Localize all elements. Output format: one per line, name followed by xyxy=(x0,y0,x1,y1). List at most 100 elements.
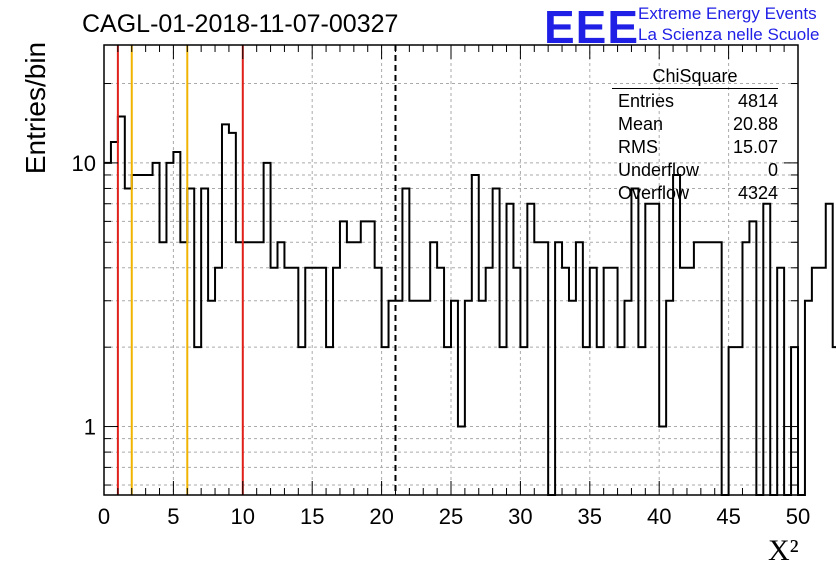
logo-line-2: La Scienza nelle Scuole xyxy=(638,25,820,44)
stats-value: 15.07 xyxy=(732,137,778,157)
histogram-bin xyxy=(430,242,437,495)
logo-line-1: Extreme Energy Events xyxy=(638,4,817,23)
histogram-bin xyxy=(541,242,548,495)
histogram-bin xyxy=(631,188,638,495)
y-tick-label: 10 xyxy=(72,151,96,176)
histogram-bin xyxy=(409,301,416,495)
histogram-bin xyxy=(777,268,784,495)
stats-label: Entries xyxy=(618,91,675,111)
histogram-bin xyxy=(555,242,562,495)
histogram-bin xyxy=(229,133,236,495)
histogram-bin xyxy=(569,301,576,495)
histogram-bin xyxy=(611,268,618,495)
histogram-bin xyxy=(444,347,451,495)
histogram-bin xyxy=(139,175,146,495)
histogram-bin xyxy=(534,242,541,495)
histogram-bin xyxy=(805,301,812,495)
histogram-bin xyxy=(104,163,111,495)
histogram-bin xyxy=(673,175,680,495)
histogram-bin xyxy=(590,268,597,495)
histogram-bin xyxy=(701,242,708,495)
histogram-bin xyxy=(687,268,694,495)
histogram-bin xyxy=(500,347,507,495)
x-tick-label: 40 xyxy=(647,504,671,529)
histogram-bin xyxy=(507,204,514,495)
histogram-bin xyxy=(604,268,611,495)
histogram-bin xyxy=(375,268,382,495)
histogram-bin xyxy=(382,347,389,495)
histogram-bin xyxy=(437,268,444,495)
histogram-bin xyxy=(284,268,291,495)
histogram-bin xyxy=(812,268,819,495)
x-tick-label: 0 xyxy=(98,504,110,529)
stats-row-entries: Entries 4814 xyxy=(612,90,778,113)
histogram-bin xyxy=(389,301,396,495)
histogram-bin xyxy=(402,188,409,495)
histogram-bin xyxy=(333,268,340,495)
histogram-bin xyxy=(749,221,756,495)
stats-label: Overflow xyxy=(618,183,690,203)
histogram-bin xyxy=(645,204,652,495)
x-tick-label: 15 xyxy=(300,504,324,529)
chart-title: CAGL-01-2018-11-07-00327 xyxy=(82,10,399,38)
histogram-bin xyxy=(729,347,736,495)
x-tick-label: 30 xyxy=(508,504,532,529)
histogram-bin xyxy=(166,163,173,495)
histogram-bin xyxy=(395,301,402,495)
histogram-bin xyxy=(597,347,604,495)
stats-row-overflow: Overflow 4324 xyxy=(612,182,778,205)
histogram-bin xyxy=(423,301,430,495)
y-tick-label: 1 xyxy=(84,415,96,440)
histogram-bin xyxy=(264,163,271,495)
histogram-bin xyxy=(347,242,354,495)
histogram-bin xyxy=(278,242,285,495)
x-axis-label: X² xyxy=(768,534,799,567)
x-tick-label: 45 xyxy=(716,504,740,529)
histogram-bin xyxy=(180,242,187,495)
stats-value: 0 xyxy=(767,160,778,180)
histogram-bin xyxy=(201,188,208,495)
histogram-bin xyxy=(465,301,472,495)
histogram-bin xyxy=(562,268,569,495)
histogram-bin xyxy=(576,242,583,495)
histogram-bin xyxy=(652,204,659,495)
stats-row-rms: RMS 15.07 xyxy=(612,136,778,159)
histogram-bin xyxy=(742,242,749,495)
stats-label: RMS xyxy=(618,137,658,157)
stats-label: Mean xyxy=(618,114,664,134)
histogram-bin xyxy=(763,204,770,495)
stats-row-underflow: Underflow 0 xyxy=(612,159,778,182)
histogram-bin xyxy=(243,242,250,495)
histogram-bin xyxy=(666,301,673,495)
histogram-bin xyxy=(291,268,298,495)
x-tick-label: 10 xyxy=(231,504,255,529)
x-tick-label: 50 xyxy=(786,504,810,529)
histogram-bin xyxy=(187,188,194,495)
stats-row-mean: Mean 20.88 xyxy=(612,113,778,136)
histogram-bin xyxy=(215,268,222,495)
y-axis-label: Entries/bin xyxy=(20,41,51,175)
histogram-bin xyxy=(638,347,645,495)
histogram-bin xyxy=(527,204,534,495)
x-tick-label: 35 xyxy=(578,504,602,529)
histogram-bin xyxy=(312,268,319,495)
histogram-bin xyxy=(826,204,833,495)
histogram-bin xyxy=(160,242,167,495)
histogram-bin xyxy=(694,242,701,495)
histogram-bin xyxy=(319,268,326,495)
histogram-bin xyxy=(305,268,312,495)
histogram-bin xyxy=(326,347,333,495)
x-tick-label: 5 xyxy=(167,504,179,529)
stats-value: 4814 xyxy=(737,91,778,111)
stats-title: ChiSquare xyxy=(612,66,778,89)
histogram-bin xyxy=(250,242,257,495)
histogram-bin xyxy=(340,221,347,495)
histogram-bin xyxy=(208,301,215,495)
histogram-bin xyxy=(520,347,527,495)
histogram-bin xyxy=(618,347,625,495)
histogram-bin xyxy=(486,268,493,495)
histogram-bin xyxy=(146,175,153,495)
histogram-bin xyxy=(361,221,368,495)
histogram-bin xyxy=(493,188,500,495)
